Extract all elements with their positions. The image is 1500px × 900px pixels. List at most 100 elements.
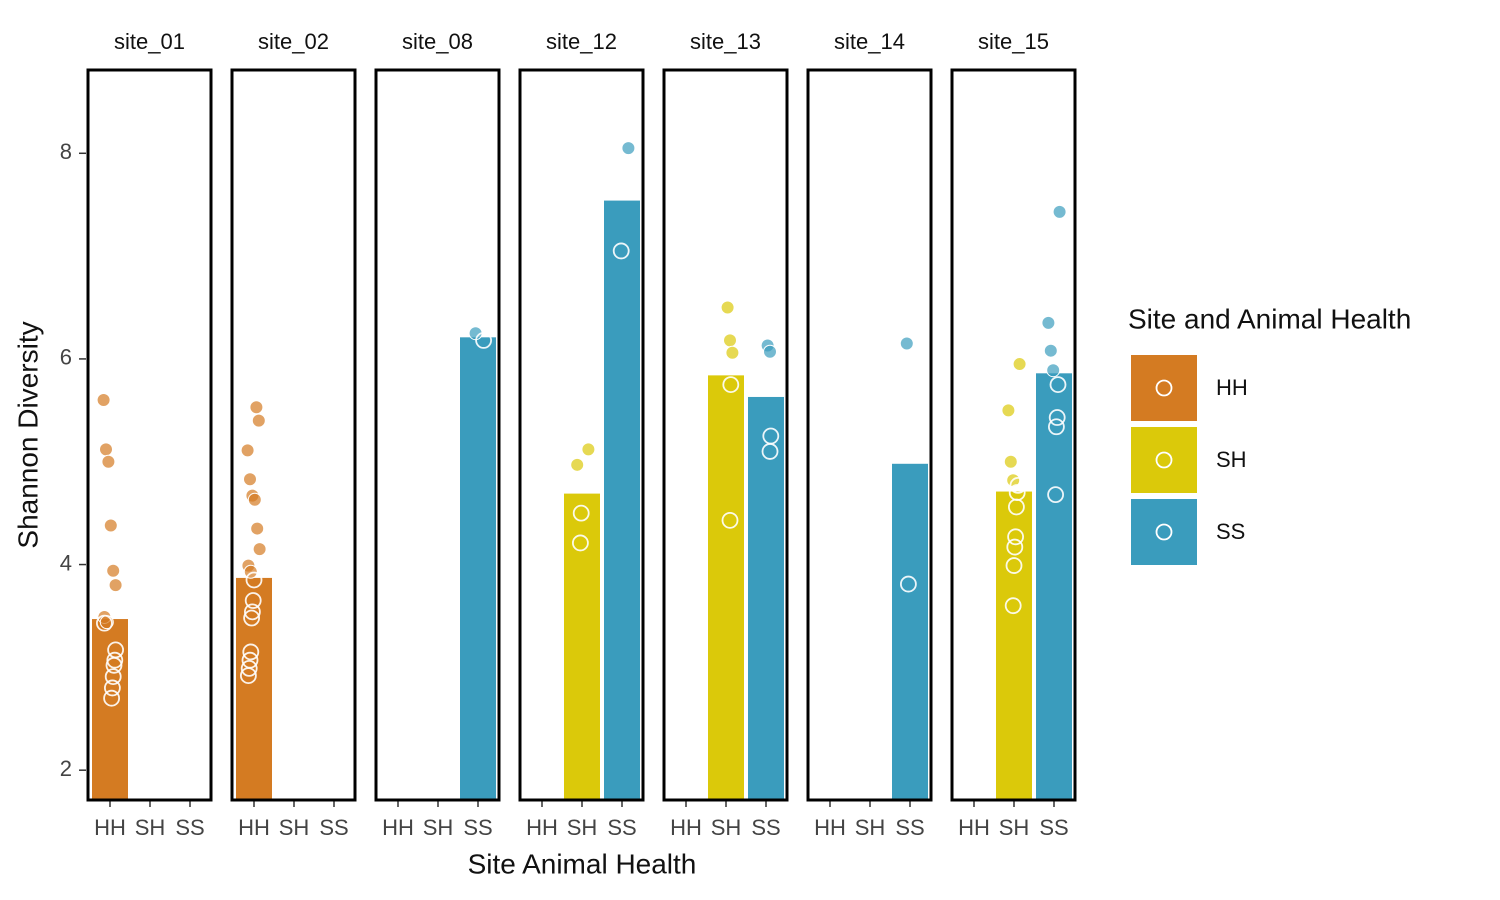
open-point [96, 614, 113, 632]
x-tick-label: SS [895, 815, 924, 840]
x-tick-label: SH [999, 815, 1030, 840]
x-axis-title: Site Animal Health [468, 848, 697, 879]
point [99, 442, 113, 457]
point [1043, 343, 1058, 358]
open-point [1008, 498, 1025, 516]
facet-title: site_02 [258, 29, 329, 54]
x-tick-label: SH [279, 815, 310, 840]
bar [236, 577, 272, 800]
open-point [103, 689, 120, 707]
legend-label: SS [1216, 519, 1245, 544]
x-tick-label: SS [319, 815, 348, 840]
x-tick-label: HH [670, 815, 702, 840]
point [1041, 315, 1056, 330]
legend-key-point [1155, 379, 1173, 397]
open-point [242, 643, 260, 661]
point [1012, 357, 1027, 372]
open-point [722, 376, 740, 394]
open-point [900, 575, 917, 593]
panel-border [662, 68, 789, 802]
open-point [240, 659, 258, 677]
point [108, 578, 123, 593]
facet-title: site_14 [834, 29, 905, 54]
open-point [612, 242, 630, 260]
x-tick-label: HH [526, 815, 558, 840]
bar [892, 463, 928, 800]
open-point [475, 332, 493, 349]
point [621, 141, 636, 156]
y-tick-label: 4 [60, 550, 72, 575]
facet-title: site_08 [402, 29, 473, 54]
panel-border [86, 68, 213, 802]
facet-title: site_01 [114, 29, 185, 54]
panel-border [806, 68, 933, 802]
bar [996, 491, 1032, 800]
open-point [1004, 597, 1022, 615]
open-point [243, 603, 261, 621]
legend-title: Site and Animal Health [1128, 303, 1411, 334]
x-tick-label: SS [751, 815, 780, 840]
bar [748, 396, 784, 800]
x-tick-label: SS [463, 815, 492, 840]
open-point [105, 656, 123, 674]
point [1052, 204, 1067, 219]
x-tick-label: SS [175, 815, 204, 840]
point [103, 518, 118, 533]
x-tick-label: HH [382, 815, 414, 840]
open-point [104, 668, 122, 686]
point [899, 336, 914, 351]
point [1003, 454, 1018, 469]
x-tick-label: SH [855, 815, 886, 840]
bar [92, 619, 128, 800]
point [249, 400, 264, 415]
point [570, 457, 585, 472]
x-tick-label: SH [711, 815, 742, 840]
point [763, 344, 777, 359]
point [252, 542, 267, 557]
y-tick-label: 8 [60, 139, 72, 164]
legend-key-point [1155, 451, 1173, 469]
point [101, 454, 116, 469]
facet-title: site_12 [546, 29, 617, 54]
open-point [104, 679, 121, 697]
point [581, 442, 596, 457]
point [106, 563, 121, 578]
open-point [1047, 486, 1064, 504]
point [1001, 403, 1016, 418]
facet-title: site_15 [978, 29, 1049, 54]
x-tick-label: HH [94, 815, 126, 840]
open-point [106, 651, 124, 669]
panel-border [374, 68, 501, 802]
open-point [1007, 528, 1024, 546]
bar [1036, 373, 1072, 800]
open-point [239, 667, 257, 684]
open-point [243, 609, 261, 627]
point [720, 300, 735, 315]
x-tick-label: HH [238, 815, 270, 840]
bar [604, 200, 640, 801]
open-point [721, 511, 739, 529]
point [723, 333, 737, 348]
legend-label: HH [1216, 375, 1248, 400]
panel-border [230, 68, 357, 802]
y-axis-title: Shannon Diversity [12, 321, 43, 548]
open-point [244, 592, 262, 609]
point [96, 393, 111, 408]
open-point [1006, 538, 1024, 556]
bar [564, 493, 600, 800]
legend-key [1131, 499, 1197, 565]
point [247, 492, 262, 507]
point [725, 345, 740, 360]
x-tick-label: HH [958, 815, 990, 840]
point [243, 472, 257, 487]
open-point [572, 504, 590, 522]
panel-border [950, 68, 1077, 802]
open-point [245, 571, 263, 589]
legend-label: SH [1216, 447, 1247, 472]
x-tick-label: SH [423, 815, 454, 840]
point [250, 521, 265, 536]
x-tick-label: SH [567, 815, 598, 840]
y-tick-label: 6 [60, 345, 72, 370]
